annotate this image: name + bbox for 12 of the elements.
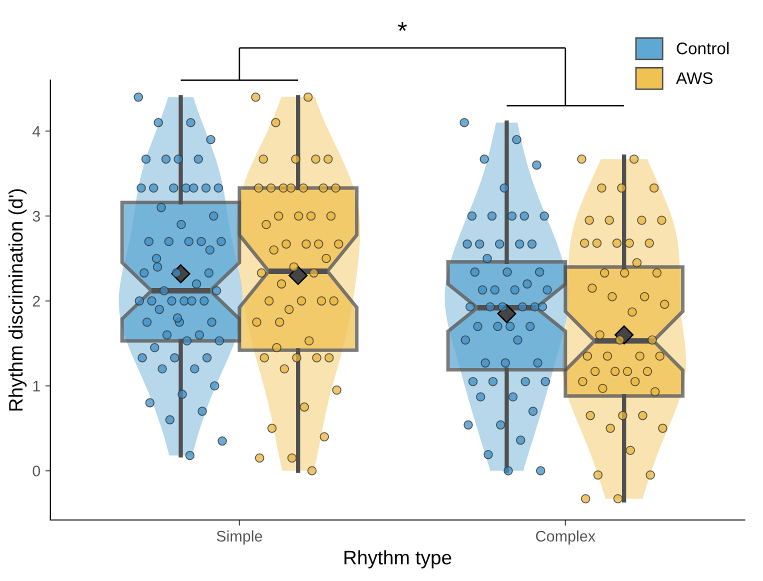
y-tick-label: 0 [32,466,40,476]
legend-label: AWS [676,72,713,84]
y-axis-title: Rhythm discrimination (d') [8,189,27,411]
y-tick-label: 1 [33,380,40,392]
x-tick-label: Complex [536,530,596,545]
x-axis-title: Rhythm type [344,550,452,568]
legend-label: Control [676,42,729,54]
y-tick-label: 4 [32,126,40,137]
y-tick-label: 2 [32,296,40,306]
y-tick-label: 3 [32,210,40,222]
x-tick-label: Simple [216,530,262,545]
text: * [398,22,407,31]
